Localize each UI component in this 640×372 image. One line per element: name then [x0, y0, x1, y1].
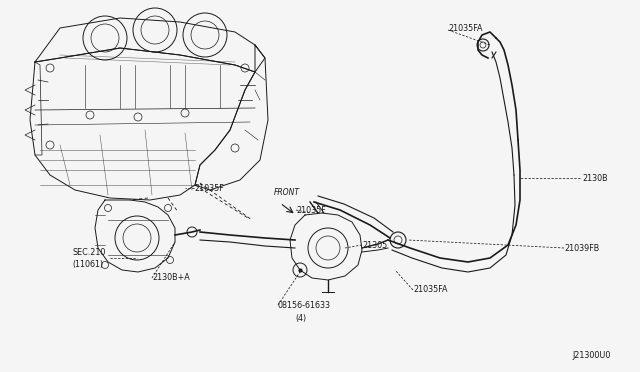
- Text: J21300U0: J21300U0: [572, 350, 611, 359]
- Text: 21035FA: 21035FA: [448, 23, 483, 32]
- Text: 21035F: 21035F: [194, 183, 224, 192]
- Text: 21305: 21305: [362, 241, 387, 250]
- Text: FRONT: FRONT: [274, 188, 300, 197]
- Text: 2130B: 2130B: [582, 173, 607, 183]
- Text: SEC.210: SEC.210: [72, 247, 106, 257]
- Text: (11061): (11061): [72, 260, 103, 269]
- Text: (4): (4): [295, 314, 306, 323]
- Text: 2130B+A: 2130B+A: [152, 273, 189, 282]
- Text: 21035FA: 21035FA: [413, 285, 447, 295]
- Text: 21039FB: 21039FB: [564, 244, 599, 253]
- Text: 08156-61633: 08156-61633: [278, 301, 331, 310]
- Text: 21035F: 21035F: [296, 205, 326, 215]
